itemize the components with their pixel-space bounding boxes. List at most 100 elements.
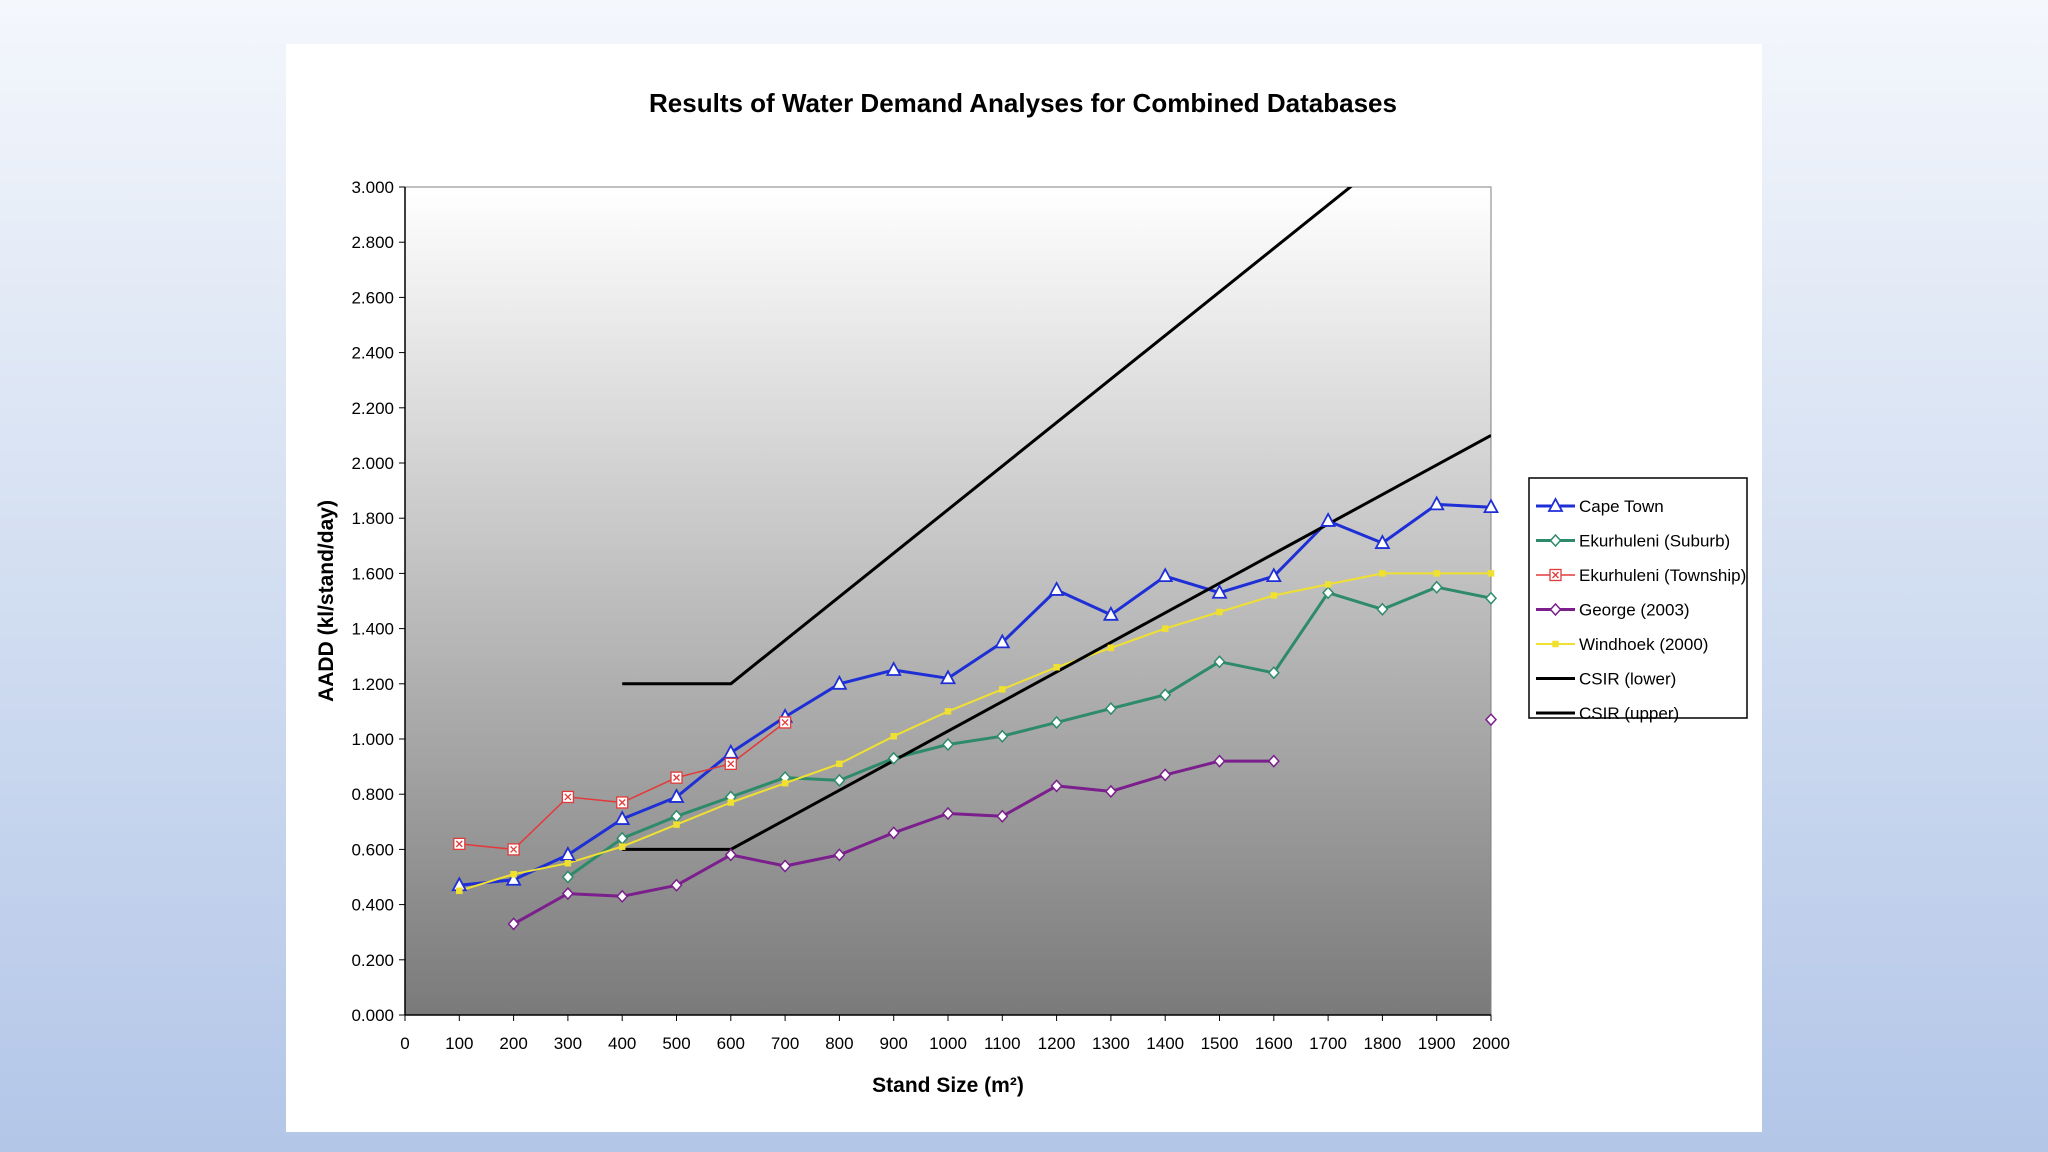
- data-point: [779, 859, 792, 873]
- chart: Results of Water Demand Analyses for Com…: [315, 88, 1748, 1097]
- legend-entry: CSIR (lower): [1536, 670, 1676, 689]
- data-point: [1484, 713, 1498, 727]
- data-point: [1430, 580, 1443, 594]
- legend-entry: George (2003): [1536, 601, 1690, 620]
- data-point: [1159, 768, 1172, 782]
- legend-entry: Ekurhuleni (Suburb): [1536, 532, 1730, 551]
- data-point: [1053, 663, 1060, 671]
- x-tick-label: 1700: [1309, 1034, 1347, 1053]
- data-point: [561, 886, 574, 901]
- plot-area: [404, 186, 1492, 1016]
- data-point: [727, 799, 735, 806]
- data-point: [941, 737, 955, 752]
- data-point: [1265, 567, 1282, 583]
- data-point: [831, 674, 848, 690]
- x-tick-label: 900: [880, 1034, 908, 1053]
- data-point: [890, 732, 897, 740]
- legend-entry: Ekurhuleni (Township): [1536, 566, 1746, 585]
- x-tick-label: 1800: [1363, 1034, 1401, 1053]
- data-point: [994, 633, 1011, 649]
- data-point: [1159, 688, 1172, 702]
- chart-panel: Results of Water Demand Analyses for Com…: [286, 44, 1762, 1132]
- data-point: [724, 848, 737, 862]
- data-point: [1482, 498, 1500, 514]
- legend-label: Windhoek (2000): [1579, 635, 1708, 654]
- data-point: [1050, 715, 1063, 730]
- data-point: [453, 837, 466, 851]
- x-tick-label: 300: [554, 1034, 582, 1053]
- legend-marker: [1549, 568, 1562, 582]
- data-point: [1107, 644, 1115, 652]
- legend-marker: [1549, 602, 1562, 617]
- y-tick-label: 2.400: [351, 344, 394, 363]
- chart-title: Results of Water Demand Analyses for Com…: [649, 88, 1397, 118]
- y-tick-label: 1.600: [351, 564, 394, 583]
- y-tick-label: 2.600: [351, 288, 394, 307]
- legend-label: Ekurhuleni (Suburb): [1579, 532, 1730, 551]
- legend-entry: Cape Town: [1536, 497, 1664, 516]
- marker-layer: [451, 495, 1500, 931]
- data-point: [941, 806, 955, 821]
- data-point: [1213, 655, 1226, 669]
- data-point: [510, 870, 517, 878]
- y-tick-label: 0.200: [351, 951, 394, 970]
- legend-marker: [1547, 497, 1564, 512]
- data-point: [507, 843, 520, 856]
- data-point: [670, 878, 683, 892]
- y-axis-ticks: 0.000 0.200 0.400 0.600 0.800 1.000 1.200 1.400…: [351, 178, 405, 1025]
- data-point: [996, 729, 1009, 743]
- data-point: [1374, 534, 1391, 549]
- data-point: [561, 870, 574, 884]
- data-point: [887, 751, 900, 765]
- data-point: [668, 788, 685, 803]
- x-axis-title: Stand Size (m²): [872, 1074, 1024, 1097]
- data-point: [507, 917, 520, 931]
- x-tick-label: 100: [445, 1034, 473, 1053]
- legend-marker: [1549, 533, 1562, 548]
- data-point: [944, 708, 952, 715]
- data-point: [778, 716, 792, 729]
- data-point: [616, 796, 629, 809]
- data-point: [939, 669, 957, 685]
- y-tick-label: 3.000: [351, 178, 394, 197]
- x-tick-label: 1000: [929, 1034, 967, 1053]
- data-point: [887, 826, 900, 840]
- data-point: [1050, 779, 1063, 793]
- x-axis-ticks: 0 100 200 300 400 500 600 700 800 900 1000 1100 1200…: [400, 1015, 1510, 1053]
- data-point: [1216, 608, 1223, 616]
- data-point: [1433, 570, 1440, 577]
- data-point: [456, 887, 463, 895]
- data-point: [1270, 592, 1278, 599]
- series-line: [459, 572, 1491, 892]
- data-point: [833, 848, 846, 862]
- data-point: [833, 773, 846, 788]
- data-point: [724, 757, 737, 770]
- data-point: [1428, 495, 1445, 511]
- y-tick-label: 1.000: [351, 730, 394, 749]
- x-tick-label: 1100: [984, 1034, 1021, 1053]
- x-tick-label: 0: [400, 1034, 409, 1053]
- data-point: [1161, 625, 1169, 632]
- data-point: [1104, 702, 1117, 716]
- data-point: [1320, 512, 1337, 527]
- data-point: [1267, 666, 1280, 680]
- y-axis-title: AADD (kl/stand/day): [315, 500, 338, 702]
- x-tick-label: 600: [717, 1034, 745, 1053]
- y-tick-label: 0.600: [351, 840, 394, 859]
- data-point: [999, 686, 1006, 693]
- legend-marker: [1552, 640, 1559, 648]
- data-point: [836, 760, 843, 768]
- series-line: [567, 585, 1491, 879]
- data-point: [885, 661, 902, 676]
- x-tick-label: 400: [608, 1034, 636, 1053]
- data-point: [1487, 570, 1495, 577]
- x-tick-label: 500: [662, 1034, 690, 1053]
- data-point: [1322, 586, 1335, 600]
- x-tick-label: 800: [825, 1034, 853, 1053]
- y-tick-label: 2.200: [351, 399, 394, 418]
- data-point: [1157, 567, 1174, 583]
- x-tick-label: 1600: [1255, 1034, 1293, 1053]
- data-point: [1048, 581, 1065, 596]
- legend-label: CSIR (lower): [1579, 670, 1676, 689]
- data-point: [1484, 591, 1498, 605]
